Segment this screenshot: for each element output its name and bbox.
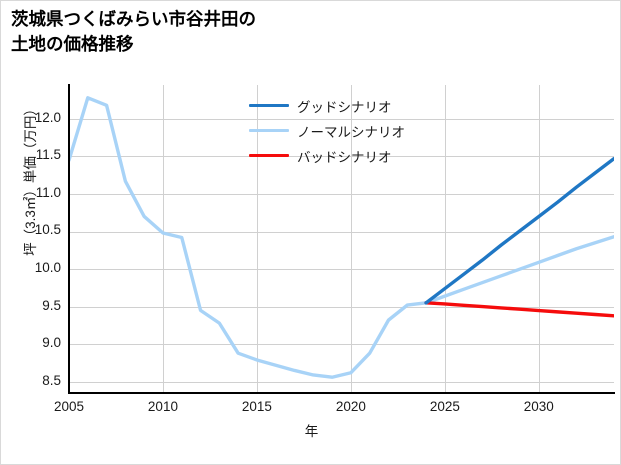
legend-item-label: バッドシナリオ — [297, 149, 392, 165]
gridline-vertical — [538, 85, 540, 393]
gridline-horizontal — [69, 269, 614, 270]
gridline-horizontal — [69, 193, 614, 195]
gridline-horizontal — [69, 118, 614, 120]
y-tick-label: 10.0 — [34, 260, 61, 276]
chart-legend: グッドシナリオ ノーマルシナリオ バッドシナリオ — [249, 93, 469, 168]
x-tick-label: 2015 — [241, 399, 272, 414]
y-tick-label: 10.5 — [34, 222, 61, 238]
legend-item: グッドシナリオ — [249, 93, 469, 118]
chart-title: 茨城県つくばみらい市谷井田の 土地の価格推移 — [11, 9, 256, 54]
gridline-horizontal — [69, 344, 614, 346]
y-axis-spine — [68, 84, 70, 394]
gridline-horizontal — [69, 156, 614, 158]
gridline-vertical — [256, 85, 258, 393]
x-tick-label: 2030 — [523, 399, 554, 414]
series-line — [424, 156, 614, 305]
legend-item-label: ノーマルシナリオ — [297, 124, 405, 140]
x-tick-label: 2010 — [147, 399, 178, 414]
legend-item: バッドシナリオ — [249, 143, 469, 168]
y-tick-label: 9.5 — [42, 297, 61, 313]
y-tick-label: 12.0 — [34, 109, 61, 125]
gridline-vertical — [444, 85, 446, 393]
x-tick-label: 2005 — [53, 399, 85, 414]
y-tick-label: 8.5 — [42, 372, 61, 388]
gridline-horizontal — [69, 306, 614, 308]
gridline-horizontal — [69, 381, 614, 383]
series-line — [424, 301, 614, 318]
legend-item-label: グッドシナリオ — [297, 99, 392, 115]
gridline-vertical — [163, 85, 164, 393]
y-axis-label: 坪（3.3㎡）単価（万円） — [23, 102, 38, 256]
gridline-vertical — [350, 85, 352, 393]
y-tick-label: 11.0 — [35, 184, 61, 200]
legend-color-swatch — [249, 128, 289, 133]
gridline-horizontal — [69, 231, 614, 233]
series-line — [69, 96, 614, 379]
legend-color-swatch — [249, 153, 289, 158]
plot-area — [69, 85, 614, 393]
legend-item: ノーマルシナリオ — [249, 118, 469, 143]
x-axis-label: 年 — [304, 424, 319, 439]
x-axis-spine — [68, 392, 615, 394]
x-tick-label: 2020 — [335, 399, 366, 414]
chart-lines — [69, 96, 614, 379]
legend-color-swatch — [249, 103, 289, 108]
x-tick-label: 2025 — [429, 399, 460, 414]
y-tick-label: 9.0 — [42, 335, 61, 351]
y-tick-label: 11.5 — [35, 147, 61, 163]
